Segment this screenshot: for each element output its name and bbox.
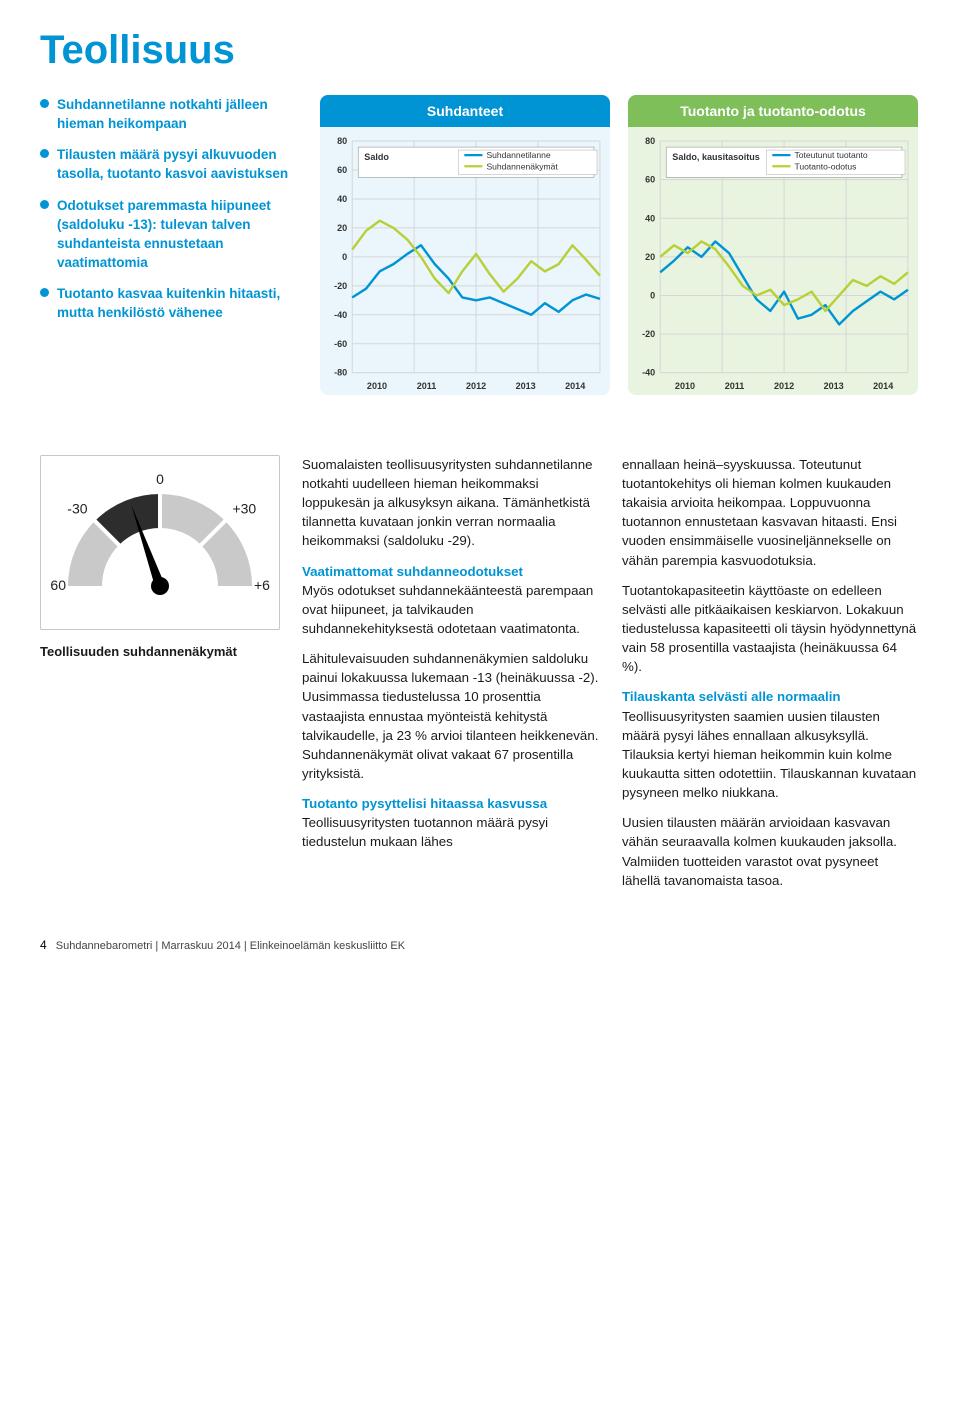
svg-text:2014: 2014 — [565, 381, 585, 391]
svg-text:2014: 2014 — [873, 381, 893, 391]
para: ennallaan heinä–syyskuussa. Toteutunut t… — [622, 455, 920, 570]
svg-text:-40: -40 — [642, 368, 655, 378]
para: Teollisuusyritysten saamien uusien tilau… — [622, 709, 916, 801]
svg-text:Toteutunut tuotanto: Toteutunut tuotanto — [794, 150, 867, 160]
svg-text:Saldo: Saldo — [364, 152, 389, 162]
svg-text:Tuotanto-odotus: Tuotanto-odotus — [794, 161, 856, 171]
footer: 4 Suhdannebarometri | Marraskuu 2014 | E… — [40, 938, 920, 952]
svg-text:2011: 2011 — [417, 381, 437, 391]
bullet-text: Odotukset paremmasta hiipuneet (saldoluk… — [57, 196, 302, 273]
bullet-text: Suhdannetilanne notkahti jälleen hieman … — [57, 95, 302, 133]
para: Tuotantokapasiteetin käyttöaste on edell… — [622, 581, 920, 677]
svg-text:20: 20 — [645, 252, 655, 262]
svg-text:2013: 2013 — [824, 381, 844, 391]
svg-text:Saldo, kausitasoitus: Saldo, kausitasoitus — [672, 152, 759, 162]
bullet-dot-icon — [40, 288, 49, 297]
svg-text:60: 60 — [337, 165, 347, 175]
svg-text:+60: +60 — [254, 577, 270, 593]
bullet-item: Suhdannetilanne notkahti jälleen hieman … — [40, 95, 302, 133]
svg-text:2010: 2010 — [675, 381, 695, 391]
bullet-dot-icon — [40, 149, 49, 158]
svg-text:20: 20 — [337, 223, 347, 233]
svg-text:60: 60 — [645, 175, 655, 185]
bullet-item: Tuotanto kasvaa kuitenkin hitaasti, mutt… — [40, 284, 302, 322]
bullet-item: Odotukset paremmasta hiipuneet (saldoluk… — [40, 196, 302, 273]
subheading: Tilauskanta selvästi alle normaalin — [622, 689, 841, 704]
svg-text:2012: 2012 — [774, 381, 794, 391]
svg-text:0: 0 — [650, 290, 655, 300]
svg-text:0: 0 — [342, 252, 347, 262]
svg-text:Suhdannenäkymät: Suhdannenäkymät — [486, 161, 558, 171]
summary-bullets: Suhdannetilanne notkahti jälleen hieman … — [40, 95, 302, 335]
svg-text:2010: 2010 — [367, 381, 387, 391]
svg-text:+30: +30 — [232, 500, 256, 516]
para: Myös odotukset suhdannekäänteestä paremp… — [302, 583, 593, 636]
svg-text:80: 80 — [645, 136, 655, 146]
gauge-label: Teollisuuden suhdannenäkymät — [40, 644, 280, 659]
bullet-item: Tilausten määrä pysyi alkuvuoden tasolla… — [40, 145, 302, 183]
chart-tuotanto: Tuotanto ja tuotanto-odotus -40 -20 0 20 40 60… — [628, 95, 918, 395]
para: Lähitulevaisuuden suhdannenäkymien saldo… — [302, 649, 600, 783]
para: Suomalaisten teollisuusyritysten suhdann… — [302, 455, 600, 551]
svg-text:40: 40 — [337, 194, 347, 204]
svg-text:Suhdannetilanne: Suhdannetilanne — [486, 150, 550, 160]
para: Teollisuusyritysten tuotannon määrä pysy… — [302, 815, 548, 849]
svg-text:2011: 2011 — [725, 381, 745, 391]
gauge-chart: -60 -30 0 +30 +60 — [50, 466, 270, 606]
bullet-text: Tuotanto kasvaa kuitenkin hitaasti, mutt… — [57, 284, 302, 322]
svg-text:-60: -60 — [50, 577, 66, 593]
page-number: 4 — [40, 938, 47, 952]
svg-text:0: 0 — [156, 471, 164, 487]
chart-title: Tuotanto ja tuotanto-odotus — [628, 95, 918, 127]
bullet-dot-icon — [40, 200, 49, 209]
subheading: Vaatimattomat suhdanneodotukset — [302, 564, 523, 579]
page-title: Teollisuus — [40, 28, 920, 73]
svg-text:-30: -30 — [67, 500, 87, 516]
svg-text:40: 40 — [645, 213, 655, 223]
svg-text:-40: -40 — [334, 310, 347, 320]
bullet-text: Tilausten määrä pysyi alkuvuoden tasolla… — [57, 145, 302, 183]
svg-text:2013: 2013 — [516, 381, 536, 391]
gauge-frame: -60 -30 0 +30 +60 — [40, 455, 280, 630]
footer-text: Suhdannebarometri | Marraskuu 2014 | Eli… — [56, 940, 405, 952]
svg-text:-20: -20 — [642, 329, 655, 339]
chart-title: Suhdanteet — [320, 95, 610, 127]
svg-text:-60: -60 — [334, 339, 347, 349]
svg-text:80: 80 — [337, 136, 347, 146]
subheading: Tuotanto pysyttelisi hitaassa kasvussa — [302, 796, 547, 811]
svg-text:-80: -80 — [334, 368, 347, 378]
bullet-dot-icon — [40, 99, 49, 108]
chart-suhdanteet: Suhdanteet -80 -60 -40 -20 0 20 40 60 80 2010 2011 2… — [320, 95, 610, 395]
svg-text:2012: 2012 — [466, 381, 486, 391]
body-text: Suomalaisten teollisuusyritysten suhdann… — [302, 455, 920, 890]
para: Uusien tilausten määrän arvioidaan kasva… — [622, 813, 920, 890]
svg-text:-20: -20 — [334, 281, 347, 291]
